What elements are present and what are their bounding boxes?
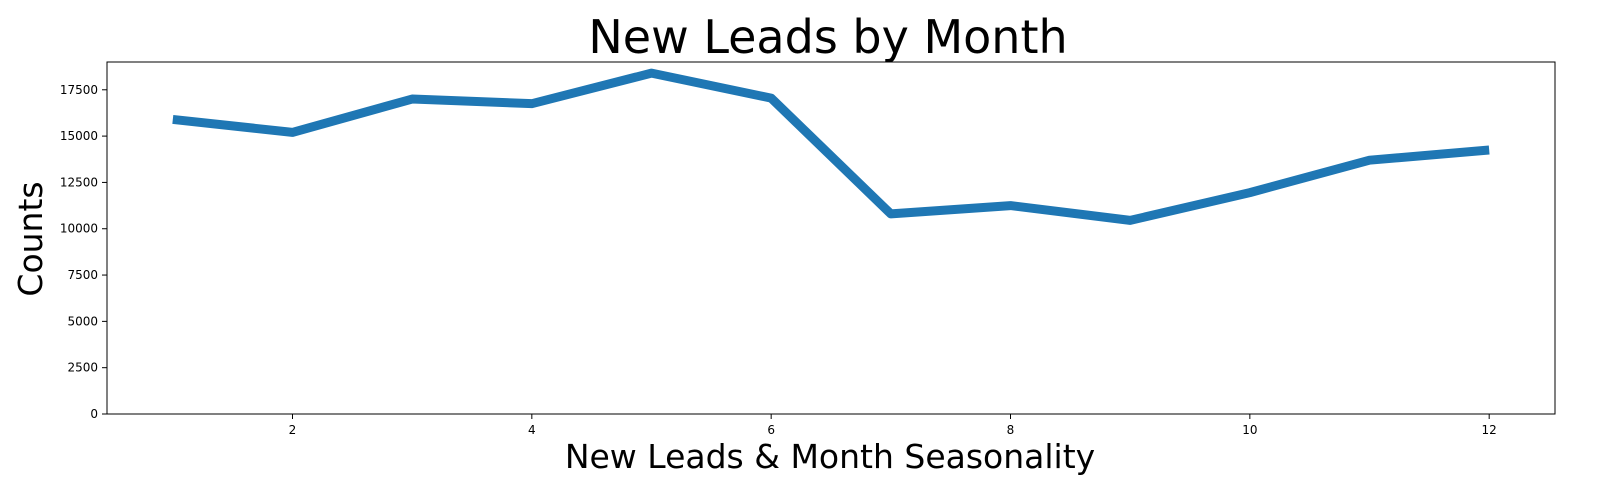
y-tick-label: 5000	[67, 314, 98, 328]
x-axis-label: New Leads & Month Seasonality	[565, 437, 1095, 476]
x-tick-label: 6	[767, 423, 775, 437]
x-axis: 2 4 6 8 10 12	[289, 414, 1497, 437]
x-tick-label: 12	[1482, 423, 1497, 437]
x-tick-label: 8	[1007, 423, 1015, 437]
plot-area: 0 2500 5000 7500 10000 12500 15000 17500 2 4 6 8 10…	[60, 61, 1556, 437]
y-tick-label: 10000	[60, 222, 98, 236]
y-tick-label: 12500	[60, 175, 98, 189]
x-tick-label: 2	[289, 423, 297, 437]
plot-frame	[106, 61, 1556, 415]
x-tick-label: 4	[528, 423, 536, 437]
y-tick-label: 17500	[60, 83, 98, 97]
y-tick-label: 2500	[67, 361, 98, 375]
y-axis-label: Counts	[11, 181, 50, 296]
x-tick-label: 10	[1242, 423, 1257, 437]
y-tick-label: 15000	[60, 129, 98, 143]
y-tick-label: 7500	[67, 268, 98, 282]
y-axis: 0 2500 5000 7500 10000 12500 15000 17500	[60, 83, 107, 421]
series-group	[172, 68, 1490, 225]
series-line	[172, 68, 1490, 225]
chart-title: New Leads by Month	[588, 10, 1067, 64]
y-tick-label: 0	[90, 407, 98, 421]
